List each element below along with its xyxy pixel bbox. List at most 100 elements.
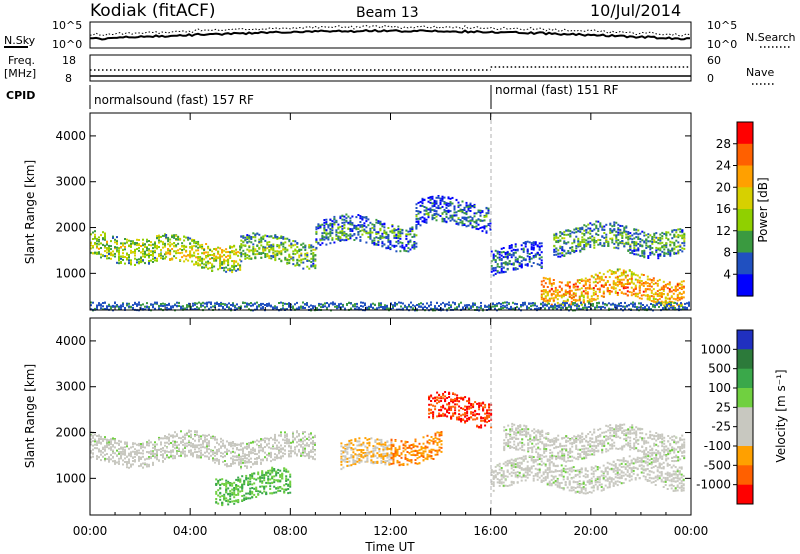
power-cell bbox=[373, 237, 376, 240]
power-cell bbox=[337, 223, 340, 226]
power-cell bbox=[688, 303, 690, 306]
power-cell bbox=[114, 241, 116, 244]
power-cell bbox=[463, 208, 466, 211]
power-cell bbox=[189, 252, 192, 255]
velocity-cell bbox=[210, 454, 212, 457]
power-cell bbox=[233, 266, 236, 269]
power-cell bbox=[550, 305, 552, 308]
power-cell bbox=[341, 231, 344, 234]
power-cell bbox=[463, 224, 466, 226]
power-cell bbox=[673, 244, 676, 247]
power-cell bbox=[235, 265, 238, 267]
freq-label-line2: [MHz] bbox=[4, 67, 36, 80]
velocity-cell bbox=[276, 446, 278, 449]
velocity-cell bbox=[276, 444, 278, 447]
power-cell bbox=[371, 226, 374, 229]
power-cell bbox=[435, 201, 438, 204]
power-cell bbox=[592, 292, 595, 294]
power-cell bbox=[165, 255, 168, 258]
power-cell bbox=[134, 254, 136, 257]
power-cell bbox=[415, 225, 418, 228]
power-cell bbox=[288, 304, 290, 307]
power-cell bbox=[613, 221, 616, 224]
power-cell bbox=[321, 237, 324, 240]
power-cell bbox=[207, 260, 210, 263]
velocity-cell bbox=[246, 454, 248, 456]
power-cell bbox=[96, 246, 98, 249]
power-cell bbox=[197, 262, 200, 265]
power-cell bbox=[248, 308, 250, 311]
velocity-cell bbox=[100, 438, 102, 441]
power-cell bbox=[588, 306, 590, 308]
velocity-cell bbox=[284, 442, 286, 444]
power-cell bbox=[514, 251, 517, 254]
power-cell bbox=[621, 241, 624, 244]
power-cell bbox=[144, 262, 146, 265]
power-cell bbox=[592, 293, 595, 296]
power-cell bbox=[563, 250, 566, 253]
power-cell bbox=[248, 250, 251, 253]
power-cell bbox=[473, 221, 476, 224]
power-cell bbox=[126, 256, 128, 259]
power-cell bbox=[409, 239, 412, 242]
power-cell bbox=[587, 240, 590, 243]
power-cell bbox=[349, 237, 352, 240]
power-cell bbox=[183, 235, 186, 238]
velocity-cell bbox=[92, 434, 94, 437]
power-cell bbox=[191, 254, 194, 257]
power-cell bbox=[648, 297, 651, 299]
power-cell bbox=[670, 295, 673, 298]
power-cell bbox=[197, 240, 200, 243]
power-cell bbox=[442, 301, 444, 304]
power-cell bbox=[616, 283, 619, 286]
power-cell bbox=[266, 241, 269, 244]
power-cell bbox=[669, 254, 672, 257]
power-cell bbox=[169, 238, 172, 241]
power-cell bbox=[138, 246, 140, 249]
velocity-cell bbox=[126, 455, 128, 458]
power-cell bbox=[423, 213, 426, 216]
power-cell bbox=[562, 306, 564, 309]
power-cell bbox=[207, 267, 210, 270]
power-cell bbox=[580, 308, 582, 311]
power-cell bbox=[411, 230, 414, 232]
power-cell bbox=[568, 281, 571, 284]
power-cell bbox=[339, 239, 342, 242]
velocity-cell bbox=[188, 440, 190, 443]
power-cell bbox=[278, 246, 281, 249]
power-cell bbox=[175, 234, 178, 237]
power-cell bbox=[296, 263, 299, 266]
velocity-cell bbox=[94, 440, 96, 443]
velocity-cell bbox=[118, 451, 120, 454]
power-cell bbox=[487, 212, 490, 215]
power-cell bbox=[590, 275, 593, 278]
power-cell bbox=[190, 305, 192, 308]
power-cell bbox=[657, 248, 660, 251]
power-cell bbox=[571, 246, 574, 249]
velocity-cell bbox=[212, 437, 214, 439]
power-cell bbox=[496, 270, 499, 273]
velocity-cell bbox=[166, 454, 168, 457]
power-cell bbox=[280, 241, 283, 244]
velocity-cell bbox=[114, 461, 116, 464]
velocity-cell bbox=[182, 448, 184, 451]
power-cell bbox=[90, 251, 92, 254]
power-cell bbox=[522, 304, 524, 307]
power-cell bbox=[242, 301, 244, 304]
power-cell bbox=[588, 302, 590, 305]
power-cell bbox=[634, 278, 637, 281]
power-cell bbox=[500, 247, 503, 250]
power-cell bbox=[340, 302, 342, 305]
power-cell bbox=[553, 237, 556, 239]
velocity-cell bbox=[276, 455, 278, 458]
power-cell bbox=[439, 207, 442, 210]
power-cell bbox=[312, 305, 314, 308]
velocity-cell bbox=[110, 448, 112, 451]
power-cell bbox=[676, 296, 679, 299]
power-cell bbox=[256, 253, 259, 256]
velocity-cell bbox=[184, 434, 186, 437]
power-cell bbox=[653, 232, 656, 235]
power-cell bbox=[648, 288, 651, 291]
power-cell bbox=[574, 298, 577, 301]
power-cell bbox=[660, 304, 662, 307]
